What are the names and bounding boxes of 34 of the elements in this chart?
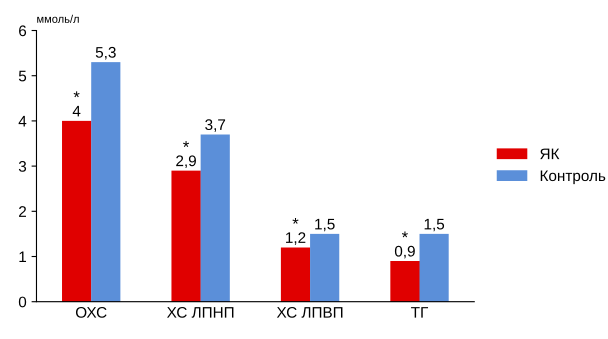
- bar: [420, 234, 449, 302]
- y-tick-label: 2: [19, 206, 26, 217]
- data-label: 0,9: [394, 246, 415, 258]
- legend-label: ЯК: [540, 148, 560, 160]
- data-label: 5,3: [96, 46, 116, 60]
- bar: [171, 170, 201, 302]
- y-tick-label: 5: [18, 70, 26, 82]
- bar: [310, 234, 340, 302]
- annotation: *: [183, 141, 190, 147]
- data-label: 1,5: [424, 218, 444, 232]
- y-tick-label: 6: [19, 25, 26, 36]
- data-label: 4: [72, 106, 80, 116]
- data-label: 3,7: [205, 119, 226, 132]
- y-tick-label: 1: [19, 252, 26, 262]
- bar: [390, 261, 420, 302]
- x-tick-label: ТГ: [411, 307, 428, 318]
- x-tick-label: ОХС: [76, 306, 107, 318]
- y-tick-label: 4: [18, 116, 26, 126]
- y-tick-label: 0: [18, 296, 26, 308]
- bar: [200, 134, 230, 302]
- annotation: *: [402, 232, 408, 238]
- annotation: *: [292, 218, 298, 224]
- bar: [62, 120, 92, 302]
- data-label: 1,5: [315, 218, 335, 232]
- data-label: 1,2: [286, 232, 306, 245]
- y-tick-label: 3: [18, 160, 26, 172]
- x-tick-label: ХС ЛПВП: [276, 306, 342, 318]
- x-tick-label: ХС ЛПНП: [166, 306, 234, 318]
- bar: [91, 62, 120, 302]
- bar: [280, 247, 310, 302]
- data-label: 2,9: [176, 155, 196, 168]
- legend-label: Контроль: [540, 170, 606, 184]
- annotation: *: [74, 91, 80, 98]
- y-axis-title: ммоль/л: [37, 14, 79, 23]
